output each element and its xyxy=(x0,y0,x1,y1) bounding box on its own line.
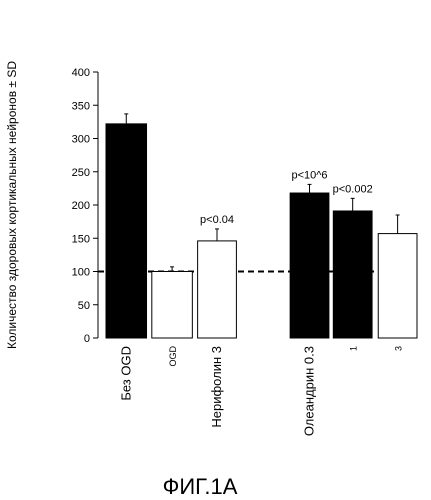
bar-0 xyxy=(105,123,148,339)
y-tick-label: 250 xyxy=(72,167,90,179)
category-label-4: 1 xyxy=(349,346,359,351)
annotation-3: p<10^6 xyxy=(291,169,327,181)
bar-5 xyxy=(377,233,418,339)
category-labels: Без OGD OGD Нерифолин 3 Олеандрин 0.3 1 3 xyxy=(118,346,403,437)
bar-2 xyxy=(197,240,237,339)
category-label-2: Нерифолин 3 xyxy=(209,346,224,428)
y-axis: 0 50 100 150 200 250 300 350 400 xyxy=(72,67,99,345)
y-tick-label: 350 xyxy=(72,100,90,112)
category-label-3: Олеандрин 0.3 xyxy=(302,346,317,436)
bar-1 xyxy=(151,271,193,339)
figure-caption: ФИГ.1А xyxy=(163,474,238,499)
y-tick-label: 0 xyxy=(84,333,90,345)
y-tick-label: 200 xyxy=(72,200,90,212)
bars: p<0.04 p<10^6 p<0.002 xyxy=(105,113,418,339)
bar-3 xyxy=(289,192,330,339)
y-tick-label: 50 xyxy=(78,300,90,312)
category-label-1: OGD xyxy=(168,346,178,367)
y-axis-label: Количество здоровых кортикальных нейроно… xyxy=(5,61,19,349)
y-tick-label: 100 xyxy=(72,267,90,279)
category-label-0: Без OGD xyxy=(118,346,133,401)
y-tick-label: 300 xyxy=(72,134,90,146)
category-label-5: 3 xyxy=(394,346,404,351)
y-tick-label: 400 xyxy=(72,67,90,79)
y-tick-label: 150 xyxy=(72,233,90,245)
bar-4 xyxy=(332,210,373,339)
annotation-4: p<0.002 xyxy=(333,183,373,195)
annotation-2: p<0.04 xyxy=(200,214,234,226)
